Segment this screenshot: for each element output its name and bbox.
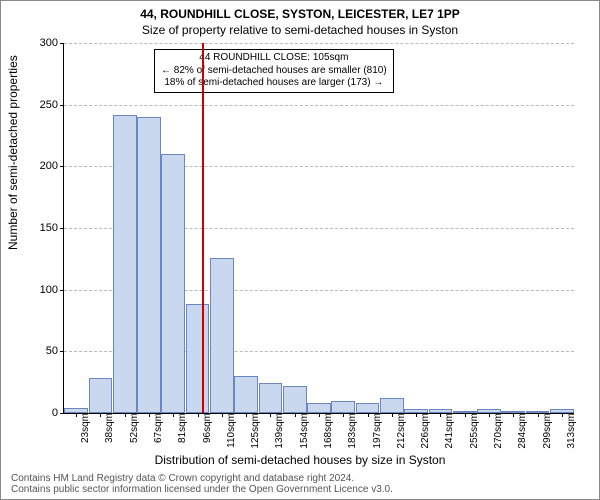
histogram-bar — [259, 383, 283, 413]
histogram-bar — [331, 401, 355, 413]
xtick-label: 23sqm — [76, 413, 91, 443]
footer-line1: Contains HM Land Registry data © Crown c… — [1, 473, 599, 484]
ytick-label: 0 — [52, 407, 64, 419]
histogram-bar — [283, 386, 307, 413]
xtick-label: 313sqm — [562, 413, 577, 449]
xtick-label: 110sqm — [222, 413, 237, 448]
ytick-label: 200 — [40, 160, 64, 172]
xtick-label: 212sqm — [392, 413, 407, 449]
histogram-bar — [234, 376, 258, 413]
x-axis-label: Distribution of semi-detached houses by … — [1, 453, 599, 467]
xtick-label: 284sqm — [513, 413, 528, 449]
xtick-label: 52sqm — [125, 413, 140, 443]
xtick-label: 226sqm — [416, 413, 431, 449]
info-box-line3: 18% of semi-detached houses are larger (… — [161, 77, 387, 90]
histogram-bar — [113, 115, 137, 413]
y-axis-label: Number of semi-detached properties — [6, 55, 20, 250]
xtick-label: 38sqm — [100, 413, 115, 443]
ytick-label: 300 — [40, 37, 64, 49]
gridline — [64, 105, 574, 106]
ytick-label: 50 — [46, 345, 64, 357]
chart-title-line2: Size of property relative to semi-detach… — [1, 23, 599, 37]
ytick-label: 150 — [40, 222, 64, 234]
xtick-label: 154sqm — [295, 413, 310, 449]
histogram-bar — [89, 378, 113, 413]
xtick-label: 299sqm — [538, 413, 553, 449]
chart-title-line1: 44, ROUNDHILL CLOSE, SYSTON, LEICESTER, … — [1, 7, 599, 21]
reference-line — [202, 43, 204, 413]
histogram-bar — [161, 154, 185, 413]
xtick-label: 255sqm — [465, 413, 480, 449]
xtick-label: 183sqm — [343, 413, 358, 449]
xtick-label: 270sqm — [489, 413, 504, 449]
footer: Contains HM Land Registry data © Crown c… — [1, 473, 599, 495]
xtick-label: 197sqm — [368, 413, 383, 449]
chart-container: 44, ROUNDHILL CLOSE, SYSTON, LEICESTER, … — [0, 0, 600, 500]
histogram-bar — [210, 258, 234, 413]
ytick-label: 250 — [40, 99, 64, 111]
info-box-line1: 44 ROUNDHILL CLOSE: 105sqm — [161, 52, 387, 65]
xtick-label: 241sqm — [440, 413, 455, 449]
histogram-bar — [380, 398, 404, 413]
histogram-bar — [356, 403, 380, 413]
histogram-bar — [186, 304, 210, 413]
gridline — [64, 43, 574, 44]
footer-line2: Contains public sector information licen… — [1, 484, 599, 495]
xtick-label: 67sqm — [149, 413, 164, 443]
histogram-bar — [307, 403, 331, 413]
histogram-bar — [137, 117, 161, 413]
xtick-label: 96sqm — [198, 413, 213, 443]
xtick-label: 81sqm — [173, 413, 188, 443]
plot-area: 44 ROUNDHILL CLOSE: 105sqm ← 82% of semi… — [63, 43, 574, 414]
xtick-label: 125sqm — [246, 413, 261, 449]
info-box: 44 ROUNDHILL CLOSE: 105sqm ← 82% of semi… — [154, 49, 394, 93]
xtick-label: 139sqm — [270, 413, 285, 449]
xtick-label: 168sqm — [319, 413, 334, 449]
ytick-label: 100 — [40, 284, 64, 296]
info-box-line2: ← 82% of semi-detached houses are smalle… — [161, 65, 387, 78]
